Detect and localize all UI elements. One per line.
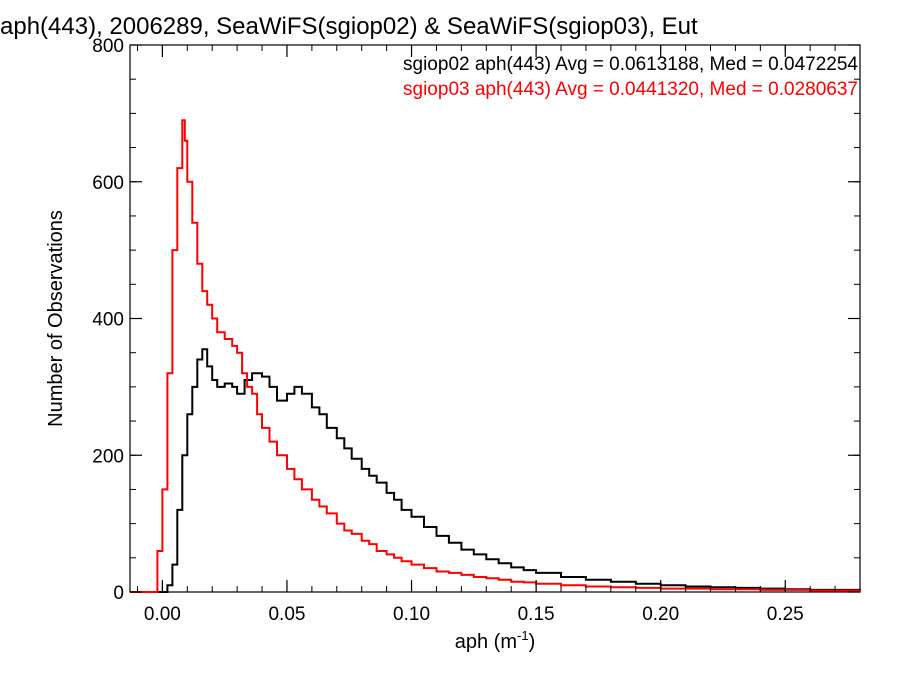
x-tick-label: 0.00 [144, 604, 181, 625]
y-tick-label: 0 [113, 583, 124, 604]
x-tick-label: 0.05 [268, 604, 305, 625]
x-axis-title-close: ) [529, 631, 536, 653]
plot-frame [129, 44, 861, 593]
legend-entry-sgiop03: sgiop03 aph(443) Avg = 0.0441320, Med = … [403, 79, 858, 100]
x-tick-label: 0.10 [393, 604, 430, 625]
y-tick-label: 200 [92, 446, 124, 467]
y-axis-title: Number of Observations [45, 210, 67, 427]
y-tick-label: 400 [92, 310, 124, 331]
legend-entry-sgiop02: sgiop02 aph(443) Avg = 0.0613188, Med = … [403, 54, 858, 75]
x-tick-label: 0.15 [518, 604, 555, 625]
x-tick-label: 0.20 [642, 604, 679, 625]
series-sgiop03 [130, 119, 861, 593]
x-axis-title: aph (m-1) [455, 628, 535, 653]
y-tick-label: 800 [92, 36, 124, 57]
series-layer [130, 119, 861, 593]
x-axis-title-exponent: -1 [517, 628, 529, 643]
x-tick-label: 0.25 [767, 604, 804, 625]
y-tick-label: 600 [92, 173, 124, 194]
ticks-layer: 0.00 0.05 0.10 0.15 0.20 0.25 0 200 400 600 800 [92, 36, 860, 625]
series-sgiop02 [130, 348, 861, 593]
chart-title: aph(443), 2006289, SeaWiFS(sgiop02) & Se… [0, 13, 698, 40]
x-axis-title-main: aph (m [455, 631, 517, 653]
